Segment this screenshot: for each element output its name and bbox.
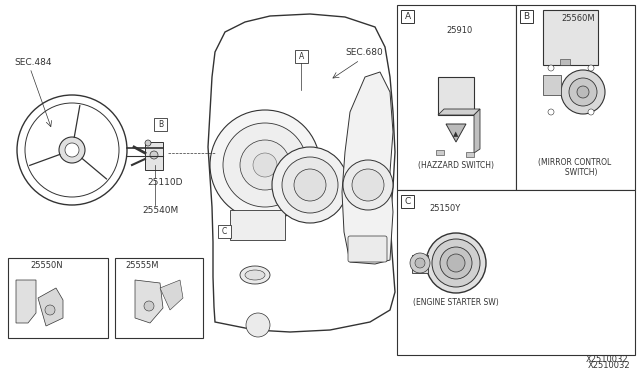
Polygon shape xyxy=(135,280,163,323)
Circle shape xyxy=(45,305,55,315)
Circle shape xyxy=(548,65,554,71)
Circle shape xyxy=(17,95,127,205)
Circle shape xyxy=(240,140,290,190)
Circle shape xyxy=(352,169,384,201)
Circle shape xyxy=(548,109,554,115)
Polygon shape xyxy=(160,280,183,310)
Circle shape xyxy=(294,169,326,201)
Bar xyxy=(466,152,474,157)
Circle shape xyxy=(569,78,597,106)
Polygon shape xyxy=(342,72,393,264)
Circle shape xyxy=(59,137,85,163)
Bar xyxy=(401,10,414,23)
Text: B: B xyxy=(524,12,529,21)
Text: 25150Y: 25150Y xyxy=(429,203,461,212)
Circle shape xyxy=(447,254,465,272)
Circle shape xyxy=(253,153,277,177)
Circle shape xyxy=(150,151,158,159)
Bar xyxy=(397,5,516,190)
Bar xyxy=(230,210,285,240)
Bar xyxy=(543,75,561,95)
Text: A: A xyxy=(299,52,304,61)
Bar xyxy=(412,255,428,273)
Text: C: C xyxy=(222,227,227,236)
Circle shape xyxy=(426,233,486,293)
Bar xyxy=(397,190,635,355)
Circle shape xyxy=(588,65,594,71)
Text: 25110D: 25110D xyxy=(147,177,183,186)
Polygon shape xyxy=(16,280,36,323)
Text: SEC.484: SEC.484 xyxy=(14,58,51,67)
Circle shape xyxy=(410,253,430,273)
Bar xyxy=(436,150,444,155)
Bar xyxy=(543,10,598,65)
Text: B: B xyxy=(158,120,163,129)
Text: SWITCH): SWITCH) xyxy=(553,167,597,176)
Ellipse shape xyxy=(240,266,270,284)
Bar xyxy=(520,10,533,23)
Text: 25540M: 25540M xyxy=(142,205,178,215)
Text: C: C xyxy=(404,197,411,206)
Text: (HAZZARD SWITCH): (HAZZARD SWITCH) xyxy=(418,160,494,170)
Circle shape xyxy=(223,123,307,207)
Text: (MIRROR CONTROL: (MIRROR CONTROL xyxy=(538,157,612,167)
Text: 25555M: 25555M xyxy=(125,262,159,270)
Text: X2510032: X2510032 xyxy=(588,362,630,371)
Polygon shape xyxy=(438,109,480,115)
Polygon shape xyxy=(38,288,63,326)
Circle shape xyxy=(588,109,594,115)
Polygon shape xyxy=(208,14,395,332)
Bar xyxy=(8,258,108,338)
Ellipse shape xyxy=(245,270,265,280)
Circle shape xyxy=(25,103,119,197)
Text: 25910: 25910 xyxy=(447,26,473,35)
Circle shape xyxy=(432,239,480,287)
Circle shape xyxy=(561,70,605,114)
Circle shape xyxy=(65,143,79,157)
Text: 25560M: 25560M xyxy=(561,13,595,22)
Text: (ENGINE STARTER SW): (ENGINE STARTER SW) xyxy=(413,298,499,307)
Bar xyxy=(401,195,414,208)
Circle shape xyxy=(145,140,151,146)
Polygon shape xyxy=(474,109,480,153)
Circle shape xyxy=(144,301,154,311)
Bar xyxy=(438,77,474,115)
Text: A: A xyxy=(404,12,411,21)
Circle shape xyxy=(577,86,589,98)
FancyBboxPatch shape xyxy=(348,236,387,262)
Circle shape xyxy=(210,110,320,220)
Circle shape xyxy=(415,258,425,268)
Circle shape xyxy=(440,247,472,279)
Bar xyxy=(145,142,163,170)
Circle shape xyxy=(246,313,270,337)
Polygon shape xyxy=(446,124,466,142)
Circle shape xyxy=(272,147,348,223)
Bar xyxy=(154,118,167,131)
Bar xyxy=(295,50,308,63)
Text: 25550N: 25550N xyxy=(30,262,63,270)
Bar xyxy=(516,5,635,190)
Bar xyxy=(115,258,203,338)
Bar xyxy=(218,225,231,238)
Circle shape xyxy=(343,160,393,210)
Bar xyxy=(560,59,570,65)
Text: ▲: ▲ xyxy=(453,131,459,137)
Circle shape xyxy=(282,157,338,213)
Text: X2510032: X2510032 xyxy=(586,356,628,365)
Text: SEC.680: SEC.680 xyxy=(345,48,383,57)
